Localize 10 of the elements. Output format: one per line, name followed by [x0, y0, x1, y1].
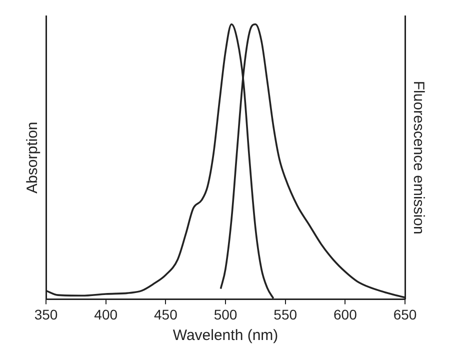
x-tick-label: 450: [154, 306, 178, 322]
y2-axis-title: Fluorescence emission: [410, 80, 427, 234]
x-tick-label: 600: [333, 306, 358, 322]
x-tick-label: 400: [94, 306, 118, 322]
x-tick-label: 650: [393, 306, 417, 322]
y-axis-title: Absorption: [24, 122, 42, 194]
x-tick-label: 500: [214, 306, 238, 322]
x-tick-label: 350: [34, 306, 58, 322]
x-axis-title: Wavelenth (nm): [172, 327, 278, 344]
x-tick-label: 550: [274, 306, 298, 322]
